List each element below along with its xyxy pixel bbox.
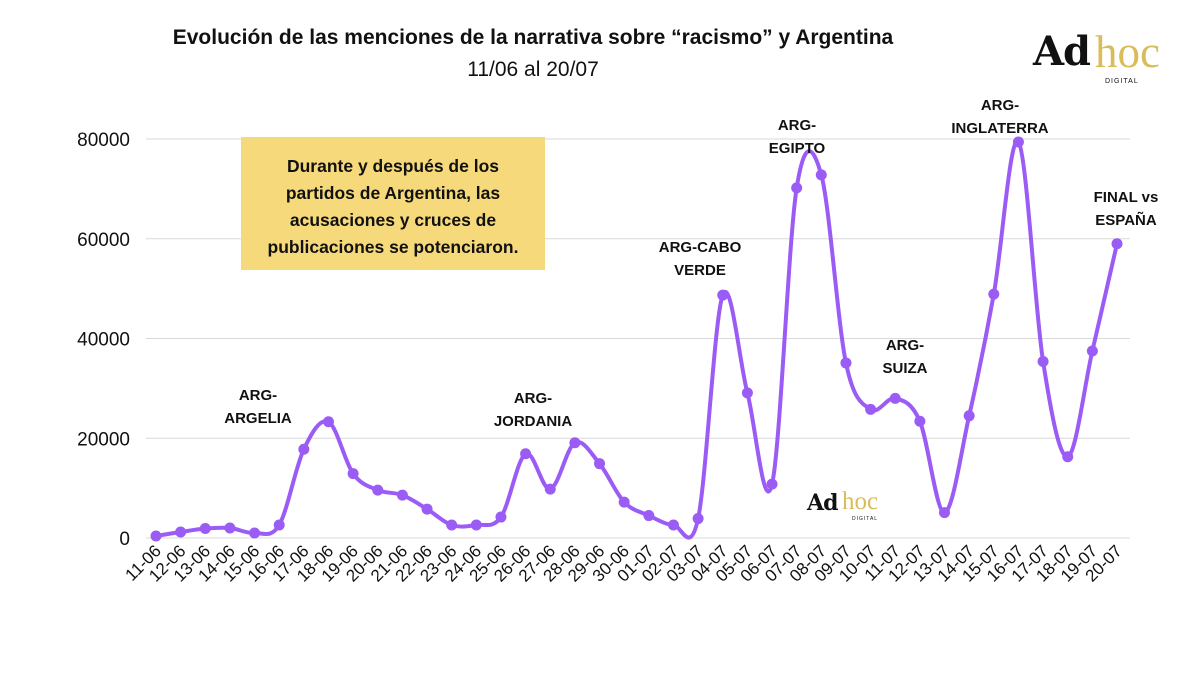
data-point [322, 416, 334, 428]
data-point [569, 437, 581, 449]
annotation-arg-argelia: ARG- ARGELIA [224, 387, 292, 427]
data-point [273, 519, 285, 531]
data-point [446, 519, 458, 531]
data-point [347, 468, 359, 480]
data-point [791, 182, 803, 194]
data-point [667, 519, 679, 531]
chart-subtitle: 11/06 al 20/07 [467, 58, 599, 81]
data-point [372, 484, 384, 496]
annotation-arg-inglaterra: ARG- INGLATERRA [951, 97, 1049, 137]
data-point [1012, 136, 1024, 148]
y-tick-label: 0 [119, 529, 130, 550]
data-point [470, 519, 482, 531]
chart-title: Evolución de las menciones de la narrati… [172, 26, 894, 49]
y-tick-label: 40000 [77, 330, 130, 351]
annotation-final-espana: FINAL vs ESPAÑA [1093, 189, 1159, 229]
data-point [249, 527, 261, 539]
adhoc-logo: Ad hoc DIGITAL [1033, 27, 1160, 85]
data-point [175, 526, 187, 538]
note-line: Durante y después de los [286, 156, 499, 176]
data-point [520, 448, 532, 460]
data-point [1111, 238, 1123, 250]
data-point [643, 510, 655, 522]
data-point [988, 288, 1000, 300]
data-point [1062, 451, 1074, 463]
data-point [150, 530, 162, 542]
data-point [421, 503, 433, 515]
data-point [815, 169, 827, 181]
data-point [544, 483, 556, 495]
data-point [618, 496, 630, 508]
note-line: acusaciones y cruces de [289, 210, 497, 230]
data-point [224, 522, 236, 534]
note-line: partidos de Argentina, las [285, 183, 501, 203]
annotation-arg-jordania: ARG- JORDANIA [493, 390, 573, 430]
data-point [1037, 355, 1049, 367]
note-box: Durante y después de los partidos de Arg… [241, 137, 545, 270]
data-point [717, 289, 729, 301]
data-point [766, 478, 778, 490]
data-point [840, 357, 852, 369]
data-point [199, 523, 211, 535]
data-point [963, 410, 975, 422]
data-point [692, 513, 704, 525]
data-point [889, 392, 901, 404]
data-point [741, 387, 753, 399]
series-line [154, 139, 1119, 540]
y-tick-label: 60000 [77, 230, 130, 251]
data-point [939, 507, 951, 519]
data-point [865, 403, 877, 415]
annotation-arg-cabo-verde: ARG-CABO VERDE [658, 239, 742, 279]
data-point [396, 489, 408, 501]
data-point [495, 511, 507, 523]
y-tick-label: 20000 [77, 429, 130, 450]
data-point [298, 443, 310, 455]
data-point [1086, 345, 1098, 357]
y-tick-label: 80000 [77, 130, 130, 151]
data-point [594, 458, 606, 470]
annotation-arg-suiza: ARG- SUIZA [882, 337, 928, 377]
adhoc-watermark-logo: Ad hoc DIGITAL [807, 488, 879, 522]
annotation-arg-egipto: ARG- EGIPTO [768, 117, 826, 157]
note-line: publicaciones se potenciaron. [267, 237, 519, 257]
data-point [914, 415, 926, 427]
